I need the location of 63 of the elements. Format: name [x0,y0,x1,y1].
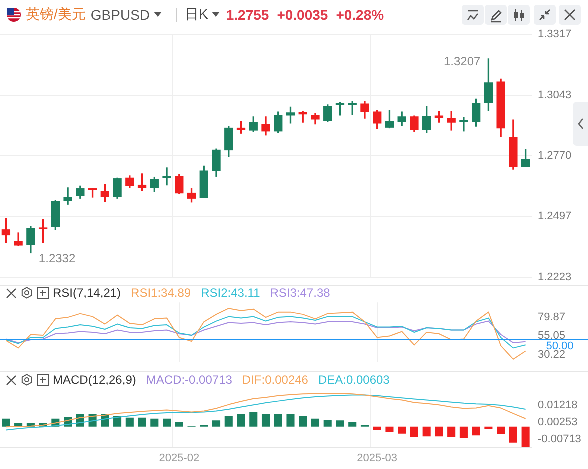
y-tick-label: 79.87 [538,312,566,324]
legend-title: MACD(12,26,9) [53,373,136,387]
x-tick-label: 2025-03 [357,452,398,464]
bar [386,426,394,432]
y-tick-label: 30.22 [538,348,566,361]
y-tick-label: 1.2497 [538,210,572,223]
y-tick-label: 0.00253 [538,416,578,429]
bar [299,416,308,427]
series-label: DEA:0.00603 [318,373,390,387]
chart-subtitle: GBPUSD [90,7,150,23]
bar [472,426,480,436]
bar [262,414,270,427]
text: +0.28% [336,7,384,23]
bar [497,426,506,434]
y-tick-label: 1.3043 [538,89,572,102]
text: 1.2755 [226,7,270,23]
candlestick [162,168,172,186]
candlestick [460,117,468,132]
bar [522,426,530,448]
y-tick-label: 1.3317 [538,28,572,41]
bar [422,426,431,437]
bar [212,420,221,427]
annotation: 1.3207 [444,54,482,68]
series-label: RSI1:34.89 [131,286,192,300]
x-tick-label: 2025-02 [159,452,200,464]
bar [163,418,172,427]
bar [237,414,246,427]
bar [460,426,468,438]
series-label: DIF:0.00246 [242,373,308,387]
y-tick-label: -0.00713 [538,433,582,446]
bar [348,422,357,427]
annotation: 1.2332 [38,252,76,266]
text: +0.0035 [277,7,328,23]
y-tick-label: 1.2223 [538,271,572,284]
bar [410,426,418,438]
chart-title: 英镑/美元 [26,6,86,24]
candlestick [64,188,72,205]
series-label: RSI3:47.38 [270,286,330,300]
bar [484,426,493,430]
bar [373,426,382,430]
bar [126,418,134,427]
bar [311,418,320,427]
y-tick-label: 0.01218 [538,400,578,412]
bar [435,426,444,437]
bar [2,418,10,427]
bar [286,414,295,427]
text: MACD:-0.00713 [146,373,232,387]
bar [224,416,233,427]
bar [336,420,344,427]
bar [398,426,406,434]
legend-title: RSI(7,14,21) [53,286,122,300]
bar [448,426,456,438]
bar [250,412,258,427]
bar [324,420,332,427]
bar [274,414,282,427]
bar [138,418,146,427]
y-tick-label: 1.2770 [538,150,572,162]
series-label: RSI2:43.11 [201,286,260,300]
bar [150,418,159,427]
y-tick-label: 55.05 [538,330,566,342]
bar [175,422,184,427]
bar [509,426,518,443]
text: 日K [185,6,208,24]
